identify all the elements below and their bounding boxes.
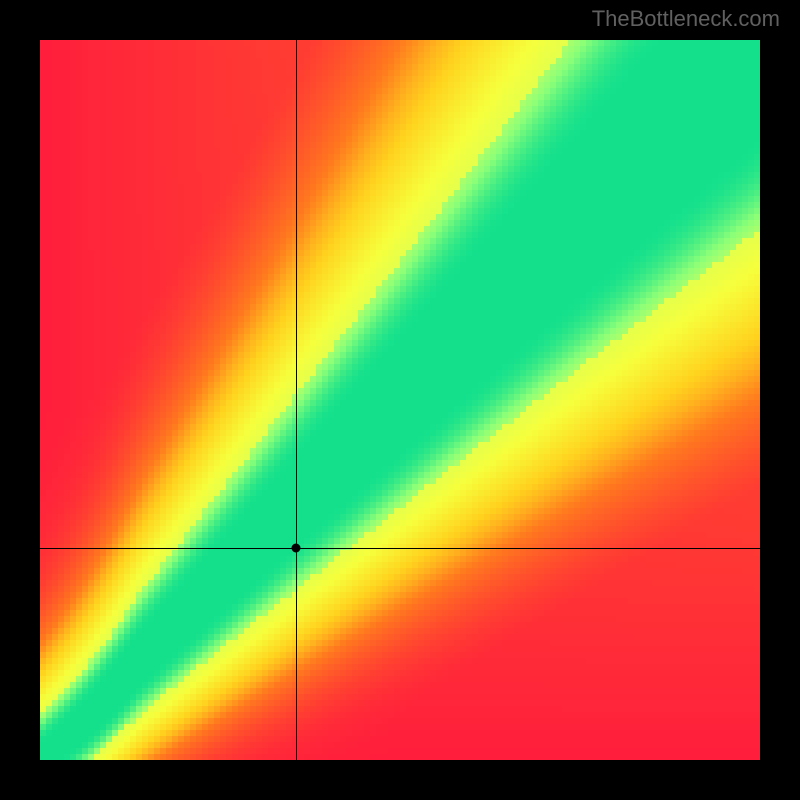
chart-container: TheBottleneck.com (0, 0, 800, 800)
heatmap-canvas (40, 40, 760, 760)
watermark-text: TheBottleneck.com (592, 6, 780, 32)
crosshair-vertical (296, 40, 297, 760)
crosshair-marker (291, 543, 300, 552)
plot-area (40, 40, 760, 760)
crosshair-horizontal (40, 548, 760, 549)
